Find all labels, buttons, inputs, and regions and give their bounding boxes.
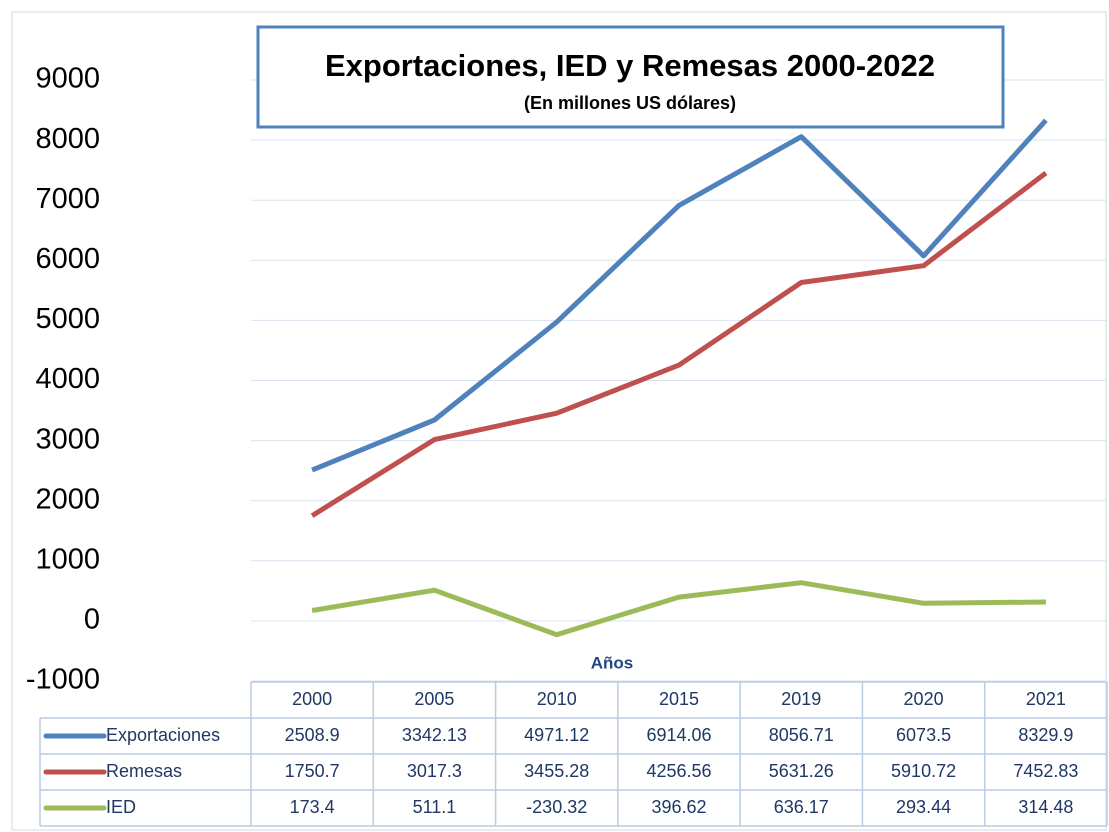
table-value: 1750.7 (285, 761, 340, 781)
y-tick-label: 4000 (35, 363, 100, 395)
table-value: 2508.9 (285, 725, 340, 745)
table-value: 3342.13 (402, 725, 467, 745)
y-tick-label: 2000 (35, 483, 100, 515)
table-value: 6914.06 (646, 725, 711, 745)
x-tick-label: 2021 (1026, 689, 1066, 709)
table-value: 396.62 (651, 797, 706, 817)
table-value: 636.17 (774, 797, 829, 817)
x-tick-label: 2010 (537, 689, 577, 709)
table-value: 3455.28 (524, 761, 589, 781)
table-value: 7452.83 (1013, 761, 1078, 781)
table-value: 5910.72 (891, 761, 956, 781)
title-box (256, 25, 1005, 129)
legend-label: Exportaciones (106, 725, 220, 745)
table-value: 3017.3 (407, 761, 462, 781)
x-tick-label: 2005 (414, 689, 454, 709)
line-series (310, 171, 1048, 518)
chart-subtitle: (En millones US dólares) (524, 93, 736, 113)
line-series (311, 580, 1046, 638)
y-tick-label: 8000 (35, 123, 100, 155)
y-tick-label: 1000 (35, 543, 100, 575)
y-tick-label: 9000 (35, 63, 100, 95)
legend-label: Remesas (106, 761, 182, 781)
x-axis-label: Años (591, 653, 634, 672)
x-tick-label: 2020 (904, 689, 944, 709)
y-tick-label: 3000 (35, 423, 100, 455)
x-tick-label: 2015 (659, 689, 699, 709)
legend-label: IED (106, 797, 136, 817)
table-value: 314.48 (1018, 797, 1073, 817)
y-tick-label: 6000 (35, 243, 100, 275)
chart-frame (11, 11, 1107, 831)
table-value: 6073.5 (896, 725, 951, 745)
line-series (311, 118, 1048, 473)
table-value: 8056.71 (769, 725, 834, 745)
table-value: 4256.56 (646, 761, 711, 781)
table-value: 293.44 (896, 797, 951, 817)
y-tick-label: -1000 (26, 664, 100, 696)
table-value: 4971.12 (524, 725, 589, 745)
y-tick-label: 0 (84, 604, 100, 636)
table-value: 5631.26 (769, 761, 834, 781)
chart-title: Exportaciones, IED y Remesas 2000-2022 (325, 48, 935, 83)
y-tick-label: 5000 (35, 303, 100, 335)
table-value: -230.32 (526, 797, 587, 817)
x-tick-label: 2019 (781, 689, 821, 709)
table-value: 173.4 (290, 797, 335, 817)
x-tick-label: 2000 (292, 689, 332, 709)
table-value: 8329.9 (1018, 725, 1073, 745)
table-value: 511.1 (413, 797, 457, 817)
y-tick-label: 7000 (35, 183, 100, 215)
